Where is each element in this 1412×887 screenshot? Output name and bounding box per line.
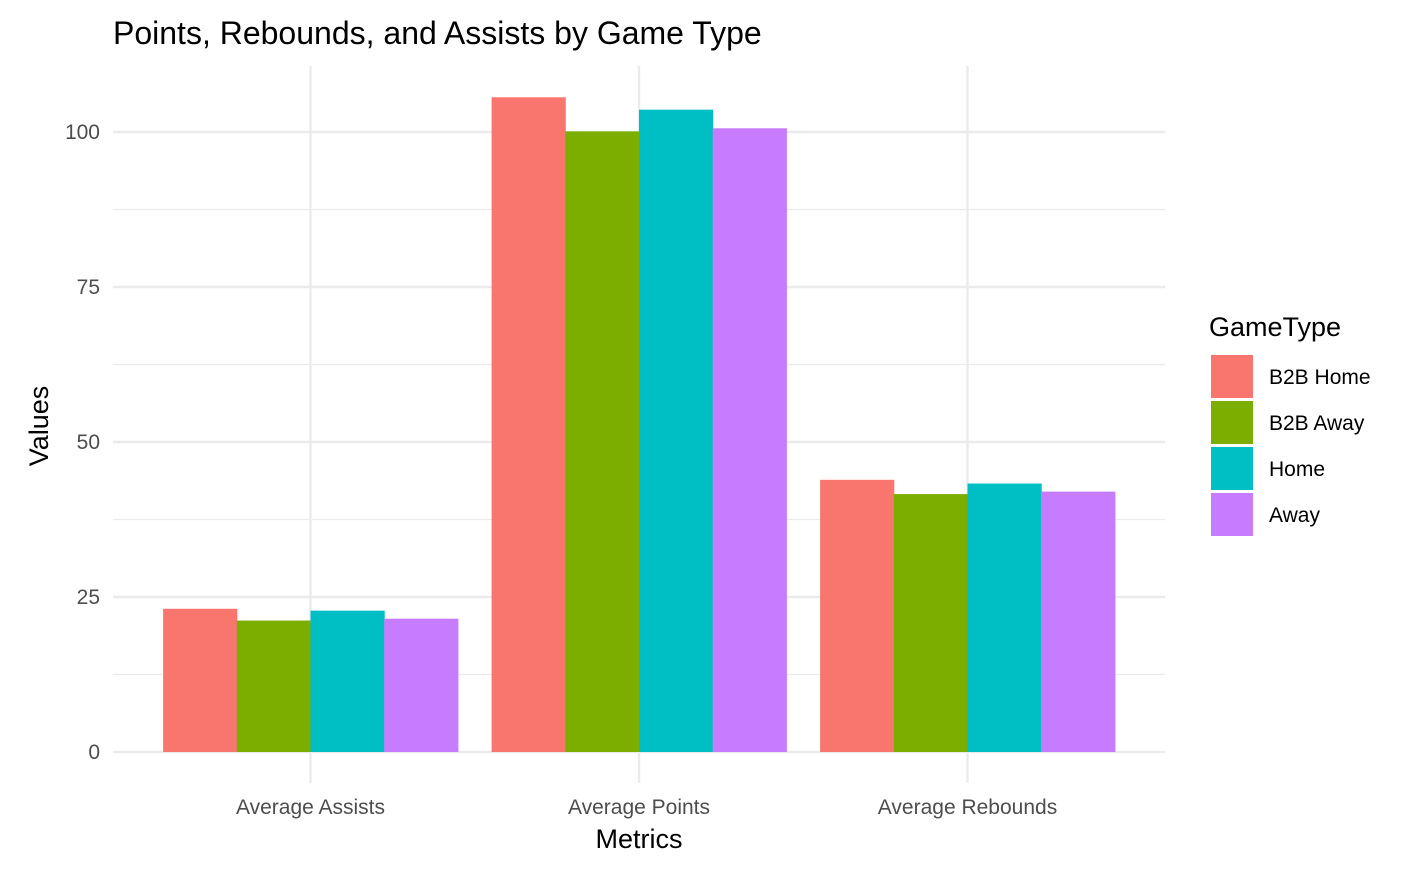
y-tick-labels: 0 25 50 75 100 <box>65 121 100 764</box>
y-tick-label: 25 <box>77 586 100 609</box>
legend-label: Away <box>1269 504 1320 527</box>
y-tick-label: 75 <box>77 276 100 299</box>
legend-label: B2B Home <box>1269 366 1371 389</box>
bar-b2b-home-1 <box>163 608 238 752</box>
x-tick-label: Average Rebounds <box>878 796 1057 819</box>
legend-swatch-b2b-home <box>1211 355 1253 398</box>
bar-away-1 <box>384 618 459 752</box>
y-tick-label: 0 <box>88 741 100 764</box>
legend-swatch-home <box>1211 447 1253 490</box>
bar-layer <box>163 97 1116 753</box>
legend-label: Home <box>1269 458 1325 481</box>
y-tick-label: 50 <box>77 431 100 454</box>
legend-swatch-away <box>1211 493 1253 536</box>
y-tick-label: 100 <box>65 121 100 144</box>
bar-away-3 <box>1041 491 1116 752</box>
x-tick-labels: Average Assists Average Points Average Reb… <box>236 796 1057 819</box>
bar-home-2 <box>639 109 714 753</box>
bar-b2b-away-1 <box>236 620 311 752</box>
bar-b2b-away-2 <box>565 131 640 752</box>
legend-swatch-b2b-away <box>1211 401 1253 444</box>
bar-away-2 <box>712 128 787 752</box>
bar-b2b-home-2 <box>491 97 566 752</box>
bar-b2b-home-3 <box>820 479 895 752</box>
legend-label: B2B Away <box>1269 412 1365 435</box>
bar-b2b-away-3 <box>893 494 968 752</box>
chart-title: Points, Rebounds, and Assists by Game Ty… <box>113 15 762 51</box>
legend-items: B2B Home B2B Away Home Away <box>1211 355 1371 536</box>
x-tick-label: Average Points <box>568 796 710 819</box>
x-axis-title: Metrics <box>596 824 683 854</box>
legend-title: GameType <box>1209 312 1341 342</box>
bar-home-1 <box>310 610 385 752</box>
x-tick-label: Average Assists <box>236 796 385 819</box>
legend: GameType B2B Home B2B Away Home Away <box>1209 312 1371 536</box>
bar-home-3 <box>967 483 1042 752</box>
y-axis-title: Values <box>24 386 54 467</box>
